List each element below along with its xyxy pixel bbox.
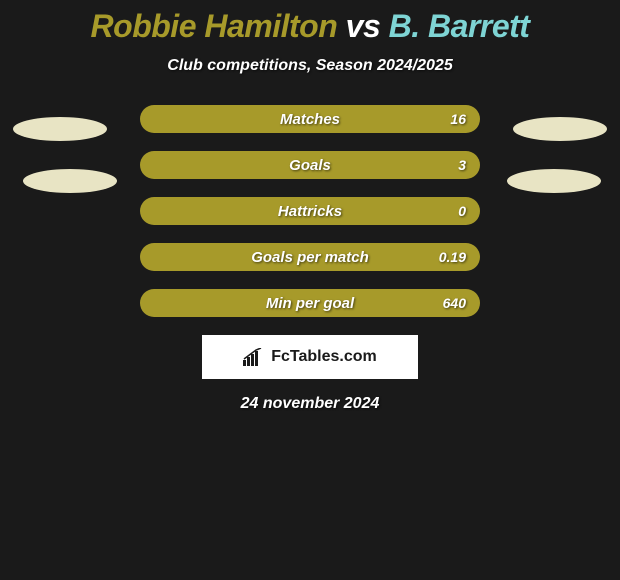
decorative-ellipse [513, 117, 607, 141]
player1-name: Robbie Hamilton [91, 8, 338, 44]
stat-value: 0.19 [439, 249, 466, 265]
decorative-ellipse [23, 169, 117, 193]
stat-value: 0 [458, 203, 466, 219]
stat-label: Matches [280, 111, 340, 128]
stat-label: Hattricks [278, 203, 342, 220]
date-text: 24 november 2024 [0, 395, 620, 413]
decorative-ellipse [13, 117, 107, 141]
branding-badge: FcTables.com [202, 335, 418, 379]
stat-label: Goals [289, 157, 331, 174]
page-title: Robbie Hamilton vs B. Barrett [0, 0, 620, 45]
stat-row: Hattricks 0 [140, 197, 480, 225]
stat-value: 16 [450, 111, 466, 127]
subtitle: Club competitions, Season 2024/2025 [0, 57, 620, 75]
stat-row: Goals 3 [140, 151, 480, 179]
stat-row: Goals per match 0.19 [140, 243, 480, 271]
vs-text: vs [346, 8, 381, 44]
stat-row: Matches 16 [140, 105, 480, 133]
stat-label: Min per goal [266, 295, 354, 312]
bar-chart-icon [243, 348, 265, 366]
stat-value: 640 [443, 295, 466, 311]
decorative-ellipse [507, 169, 601, 193]
player2-name: B. Barrett [389, 8, 530, 44]
comparison-chart: Matches 16 Goals 3 Hattricks 0 Goals per match… [0, 105, 620, 317]
stat-value: 3 [458, 157, 466, 173]
stat-row: Min per goal 640 [140, 289, 480, 317]
stat-label: Goals per match [251, 249, 369, 266]
branding-text: FcTables.com [271, 348, 377, 366]
